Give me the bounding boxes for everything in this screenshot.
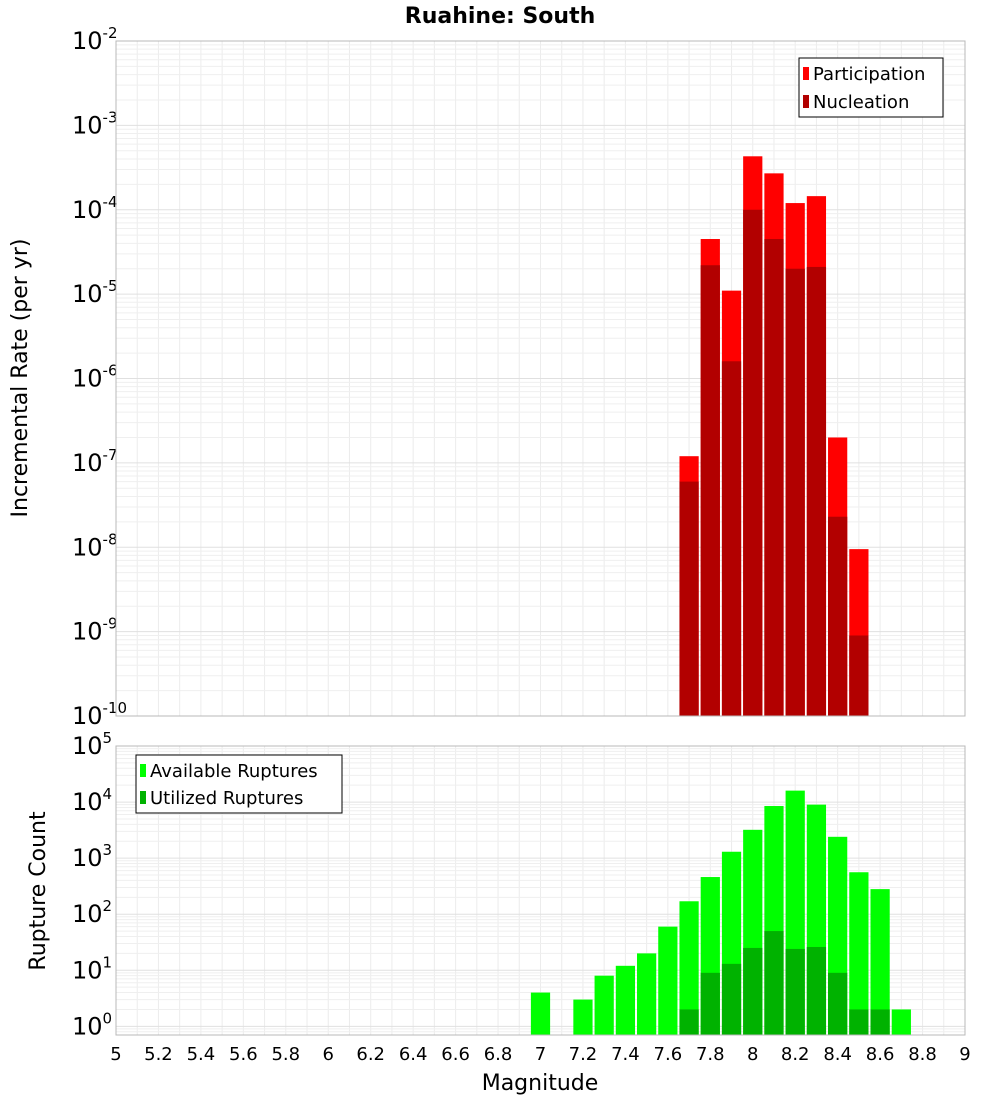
- x-tick-label: 7: [535, 1044, 546, 1065]
- y-tick-label: 103: [72, 841, 112, 872]
- bottom-legend: Available Ruptures Utilized Ruptures: [135, 754, 343, 814]
- top-plot-border: [115, 40, 966, 717]
- x-tick-label: 8.6: [866, 1044, 895, 1065]
- y-tick-label: 10-8: [72, 530, 118, 561]
- utilized-ruptures-bar: [870, 1009, 890, 1035]
- available-ruptures-bar: [615, 965, 636, 1035]
- x-tick-label: 6: [323, 1044, 334, 1065]
- legend-swatch-participation: [803, 67, 809, 80]
- y-tick-label: 104: [72, 785, 112, 816]
- top-bars: [679, 156, 869, 717]
- x-tick-label: 6.4: [399, 1044, 428, 1065]
- y-tick-label: 10-9: [72, 615, 118, 646]
- nucleation-bar: [743, 209, 763, 716]
- top-y-axis-label: Incremental Rate (per yr): [8, 239, 33, 518]
- y-tick-label: 105: [72, 729, 112, 760]
- available-ruptures-bar: [870, 889, 890, 1035]
- utilized-ruptures-bar: [743, 947, 763, 1035]
- bottom-y-axis-label: Rupture Count: [26, 811, 51, 971]
- nucleation-bar: [849, 635, 869, 716]
- x-tick-label: 8.2: [781, 1044, 810, 1065]
- x-tick-label: 5: [110, 1044, 121, 1065]
- nucleation-bar: [806, 266, 827, 716]
- bottom-y-tick-labels: 105 104 103 102 101 100: [72, 729, 112, 1040]
- top-legend: Participation Nucleation: [798, 57, 944, 118]
- top-y-tick-labels: 10-2 10-3 10-4 10-5 10-6 10-7 10-8 10-9 10-10: [72, 24, 127, 730]
- legend-label-participation: Participation: [813, 64, 925, 85]
- available-ruptures-bar: [679, 901, 699, 1035]
- y-tick-label: 10-5: [72, 277, 118, 308]
- available-ruptures-bar: [530, 992, 551, 1035]
- top-legend-box: [798, 57, 944, 118]
- x-tick-label: 9: [959, 1044, 970, 1065]
- bottom-plot-panel: 105 104 103 102 101 100 5 5.2 5.4 5.6 5.8 6 6.2 6.4 6…: [26, 729, 971, 1096]
- x-tick-labels: 5 5.2 5.4 5.6 5.8 6 6.2 6.4 6.6 6.8 7 7.2 7.4 7.6 7.8 8…: [110, 1044, 970, 1065]
- legend-label-nucleation: Nucleation: [813, 92, 909, 113]
- utilized-ruptures-bar: [679, 1009, 699, 1035]
- top-plot-panel: 10-2 10-3 10-4 10-5 10-6 10-7 10-8 10-9 10-10 In…: [8, 24, 966, 730]
- available-ruptures-bar: [594, 975, 614, 1035]
- available-ruptures-bar: [891, 1009, 911, 1035]
- x-tick-label: 7.4: [611, 1044, 640, 1065]
- x-tick-label: 5.4: [187, 1044, 216, 1065]
- chart-title: Ruahine: South: [405, 4, 596, 29]
- nucleation-bar: [700, 265, 720, 716]
- utilized-ruptures-bar: [785, 948, 805, 1035]
- available-ruptures-bar: [573, 999, 593, 1035]
- utilized-ruptures-bar: [828, 972, 848, 1035]
- y-tick-label: 10-6: [72, 362, 118, 393]
- x-tick-label: 8: [747, 1044, 758, 1065]
- y-tick-label: 100: [72, 1009, 112, 1040]
- nucleation-bar: [679, 481, 699, 716]
- y-tick-label: 101: [72, 953, 112, 984]
- utilized-ruptures-bar: [806, 946, 827, 1035]
- nucleation-bar: [721, 361, 742, 716]
- available-ruptures-bar: [849, 872, 869, 1035]
- available-ruptures-bar: [637, 953, 657, 1035]
- legend-label-utilized: Utilized Ruptures: [150, 788, 303, 809]
- x-tick-label: 7.6: [654, 1044, 683, 1065]
- nucleation-bar: [764, 239, 784, 716]
- x-tick-label: 5.6: [229, 1044, 258, 1065]
- available-ruptures-bar: [658, 926, 678, 1035]
- y-tick-label: 10-3: [72, 108, 118, 139]
- x-tick-label: 6.6: [441, 1044, 470, 1065]
- utilized-ruptures-bar: [700, 972, 720, 1035]
- bottom-legend-box: [135, 754, 343, 814]
- y-tick-label: 102: [72, 897, 112, 928]
- x-tick-label: 8.8: [908, 1044, 937, 1065]
- x-tick-label: 8.4: [823, 1044, 852, 1065]
- legend-swatch-utilized: [140, 791, 146, 804]
- x-tick-label: 7.2: [569, 1044, 598, 1065]
- utilized-ruptures-bar: [764, 931, 784, 1035]
- legend-swatch-nucleation: [803, 95, 809, 108]
- bottom-bars: [530, 790, 911, 1035]
- y-tick-label: 10-10: [72, 699, 127, 730]
- x-tick-label: 5.2: [144, 1044, 173, 1065]
- x-tick-label: 7.8: [696, 1044, 725, 1065]
- y-tick-label: 10-2: [72, 24, 118, 55]
- x-axis-label: Magnitude: [482, 1071, 599, 1096]
- legend-label-available: Available Ruptures: [150, 761, 318, 782]
- y-tick-label: 10-7: [72, 446, 118, 477]
- x-tick-label: 6.2: [356, 1044, 385, 1065]
- utilized-ruptures-bar: [721, 963, 742, 1035]
- legend-swatch-available: [140, 764, 146, 777]
- x-tick-label: 6.8: [484, 1044, 513, 1065]
- y-tick-label: 10-4: [72, 193, 118, 224]
- utilized-ruptures-bar: [849, 1009, 869, 1035]
- nucleation-bar: [785, 268, 805, 716]
- nucleation-bar: [828, 516, 848, 716]
- x-tick-label: 5.8: [271, 1044, 300, 1065]
- bottom-plot-border: [115, 745, 966, 1036]
